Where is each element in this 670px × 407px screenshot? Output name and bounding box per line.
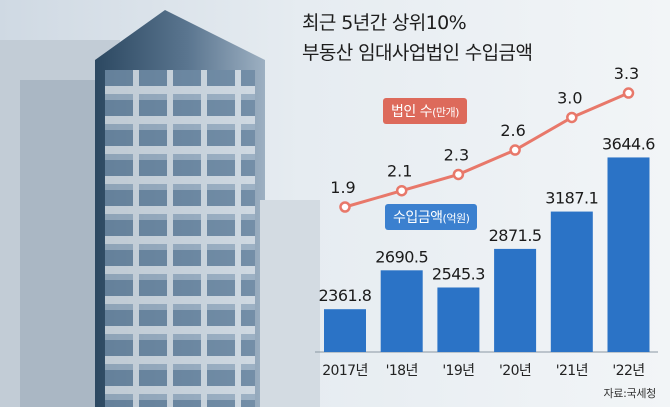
x-tick-label-1: '18년 [386, 363, 418, 379]
x-tick-label-5: '22년 [612, 363, 644, 379]
line-point-0 [339, 201, 351, 213]
x-tick-label-4: '21년 [556, 363, 588, 379]
bar-2 [437, 287, 480, 352]
line-value-label-2: 2.3 [444, 145, 469, 164]
chart-title-line-1: 최근 5년간 상위10% [302, 12, 467, 34]
bar-value-label-0: 2361.8 [319, 286, 372, 305]
line-point-2 [452, 168, 465, 181]
bar-1 [380, 270, 423, 352]
line-value-label-1: 2.1 [387, 162, 412, 181]
line-series-path [344, 91, 630, 209]
line-value-label-4: 3.0 [557, 88, 582, 107]
source-note: 자료:국세청 [603, 387, 656, 400]
bar-0 [324, 309, 366, 352]
line-value-label-0: 1.9 [330, 178, 355, 197]
legend-bar-series: 수입금액(억원) [385, 204, 478, 230]
legend-bar-unit: (억원) [442, 212, 470, 225]
legend-line-unit: (만개) [432, 106, 459, 119]
x-tick-label-0: 2017년 [322, 363, 368, 379]
line-point-4 [566, 111, 578, 124]
chart-title-line-2: 부동산 임대사업법인 수입금액 [302, 42, 533, 64]
bar-4 [550, 211, 593, 352]
bar-3 [494, 248, 537, 352]
line-value-label-3: 2.6 [500, 121, 525, 140]
bar-value-label-4: 3187.1 [545, 189, 598, 208]
legend-bar-label: 수입금액 [393, 210, 443, 226]
legend-line-label: 법인 수 [391, 104, 433, 120]
x-tick-label-2: '19년 [442, 363, 474, 379]
bar-value-label-5: 3644.6 [602, 134, 655, 153]
bar-value-label-2: 2545.3 [432, 264, 485, 283]
line-point-3 [509, 144, 521, 156]
x-tick-label-3: '20년 [499, 363, 531, 379]
line-value-label-5: 3.3 [614, 64, 639, 83]
bar-5 [607, 157, 650, 352]
line-point-1 [395, 184, 408, 197]
legend-line-series: 법인 수(만개) [383, 98, 467, 124]
bar-value-label-1: 2690.5 [375, 247, 428, 266]
bar-value-label-3: 2871.5 [489, 226, 542, 245]
line-point-5 [622, 87, 635, 99]
